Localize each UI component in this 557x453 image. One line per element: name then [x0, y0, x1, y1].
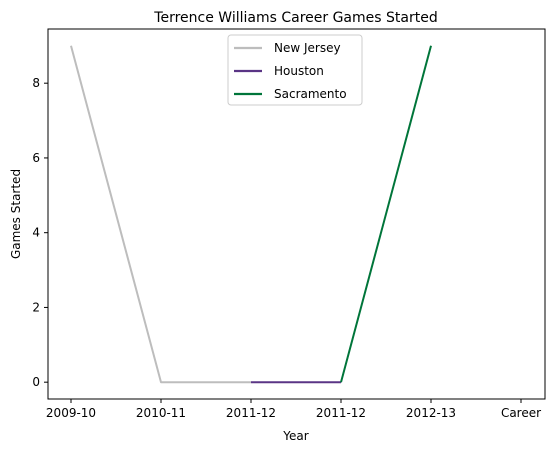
x-tick-label: 2011-12: [226, 406, 276, 420]
x-axis-label: Year: [282, 429, 308, 443]
x-tick-label: 2011-12: [316, 406, 366, 420]
legend-label: Sacramento: [274, 87, 347, 101]
y-tick-label: 0: [32, 375, 40, 389]
series-line-sacramento: [340, 45, 432, 383]
y-tick-label: 8: [32, 76, 40, 90]
legend: New Jersey Houston Sacramento: [227, 34, 363, 106]
x-tick-label: 2009-10: [46, 406, 96, 420]
x-tick-label: 2010-11: [136, 406, 186, 420]
chart-title: Terrence Williams Career Games Started: [153, 10, 437, 26]
legend-label: Houston: [274, 64, 324, 78]
plot-area-frame: [47, 28, 546, 400]
x-tick-label: 2012-13: [406, 406, 456, 420]
series-line-new-jersey: [70, 45, 251, 384]
x-axis-ticks: 2009-10 2010-11 2011-12 2011-12 2012-13 Caree…: [46, 399, 541, 420]
y-tick-label: 2: [32, 300, 40, 314]
legend-frame: [227, 34, 363, 106]
legend-label: New Jersey: [274, 41, 341, 55]
series-layer: [70, 45, 432, 384]
y-axis-label: Games Started: [9, 169, 23, 259]
y-tick-label: 4: [32, 226, 40, 240]
y-tick-label: 6: [32, 151, 40, 165]
y-axis-ticks: 0 2 4 6 8: [32, 76, 48, 389]
x-tick-label: Career: [501, 406, 541, 420]
